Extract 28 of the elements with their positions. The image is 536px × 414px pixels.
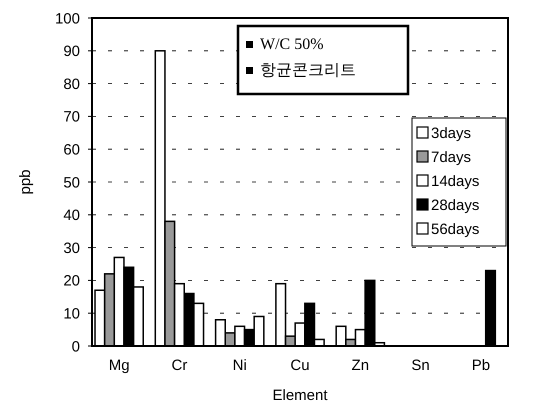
annotation: W/C 50% — [260, 36, 324, 53]
y-tick-label: 90 — [63, 43, 80, 60]
y-tick-label: 10 — [63, 305, 80, 322]
y-tick-label: 50 — [63, 174, 80, 192]
x-tick-label: Zn — [352, 357, 370, 374]
y-tick-label: 0 — [72, 338, 80, 356]
legend-label: 7days — [431, 149, 472, 166]
y-axis-title: ppb — [17, 169, 34, 195]
y-tick-label: 80 — [63, 76, 80, 93]
x-tick-label: Cu — [290, 357, 310, 374]
x-tick-label: Sn — [411, 357, 430, 374]
y-tick-label: 100 — [54, 10, 80, 28]
x-axis-title: Element — [272, 387, 328, 404]
legend-label: 3days — [431, 125, 472, 142]
x-tick-label: Ni — [232, 357, 247, 374]
x-tick-label: Cr — [172, 357, 188, 374]
legend-label: 28days — [431, 197, 480, 214]
annotation: 항균콘크리트 — [260, 62, 356, 79]
legend-label: 14days — [431, 173, 480, 190]
y-tick-label: 20 — [63, 272, 80, 290]
x-tick-label: Mg — [108, 357, 130, 374]
legend-label: 56days — [431, 221, 480, 238]
y-tick-label: 70 — [63, 108, 80, 126]
y-tick-label: 60 — [63, 141, 80, 158]
note-box: W/C 50% 항균콘크리트 — [236, 24, 410, 96]
x-tick-label: Pb — [472, 357, 490, 374]
y-tick-label: 40 — [63, 207, 80, 224]
y-tick-label: 30 — [63, 240, 80, 257]
